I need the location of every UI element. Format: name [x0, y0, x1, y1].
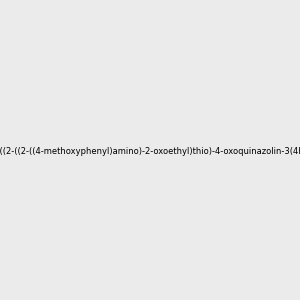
Text: N-(2-methoxyethyl)-4-((2-((2-((4-methoxyphenyl)amino)-2-oxoethyl)thio)-4-oxoquin: N-(2-methoxyethyl)-4-((2-((2-((4-methoxy… — [0, 147, 300, 156]
